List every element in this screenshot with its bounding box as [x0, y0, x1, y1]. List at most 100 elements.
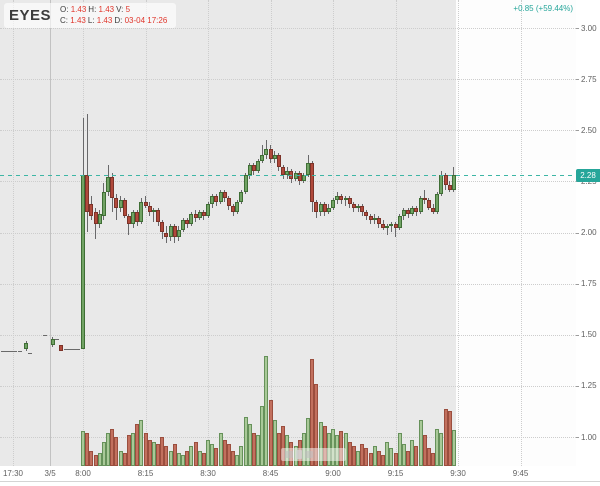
candle-body: [285, 171, 290, 176]
watermark-glyph: [296, 450, 302, 459]
volume-bar: [156, 444, 160, 466]
volume-bar: [97, 452, 102, 466]
candle-body: [393, 224, 398, 229]
candle-body: [310, 162, 315, 202]
volume-bar: [360, 444, 365, 466]
volume-bar: [414, 446, 419, 466]
volume-bar: [397, 433, 402, 466]
price-tick-mark: [576, 79, 579, 81]
candle-body: [331, 199, 335, 208]
candle-wick: [386, 224, 388, 235]
volume-bar: [160, 437, 165, 466]
volume-bar: [214, 448, 219, 466]
volume-bar: [193, 441, 198, 466]
volume-bar: [235, 455, 240, 466]
volume-bar: [231, 450, 235, 466]
candle-body: [281, 167, 285, 176]
candle-body: [239, 191, 244, 202]
time-tick-label: 3/5: [44, 469, 56, 478]
candle-body: [214, 195, 219, 202]
volume-bar: [197, 450, 202, 466]
price-tick-mark: [576, 437, 579, 438]
candle-body: [151, 210, 156, 213]
candle-body: [426, 199, 431, 208]
volume-label: V:: [116, 5, 124, 14]
volume-bar: [372, 446, 377, 466]
candle-body: [168, 226, 173, 237]
volume-bar: [281, 426, 285, 466]
candle-body: [50, 338, 55, 345]
volume-bar: [393, 452, 398, 466]
vertical-gridline: [333, 0, 334, 466]
volume-bar: [389, 448, 394, 466]
candle-body: [114, 197, 119, 208]
volume-bar: [164, 446, 169, 466]
volume-bar: [443, 408, 448, 466]
candle-wick: [128, 214, 130, 235]
volume-bar: [168, 450, 173, 466]
candle-body: [364, 212, 369, 217]
volume-bar: [451, 429, 456, 466]
candle-body: [147, 205, 152, 213]
volume-bar: [331, 428, 335, 466]
volume-bar: [418, 419, 423, 466]
volume-bar: [268, 400, 273, 466]
candle-body: [222, 191, 227, 198]
volume-bar: [143, 433, 148, 466]
price-tick-mark: [576, 385, 579, 387]
candle-body: [314, 201, 319, 213]
candle-body: [143, 201, 148, 206]
open-label: O:: [60, 5, 69, 14]
candle-body: [326, 207, 331, 213]
candle-body: [0, 351, 5, 353]
candle-body: [75, 349, 80, 351]
candle-body: [414, 207, 419, 213]
vertical-gridline: [12, 0, 14, 466]
volume-bar: [247, 424, 252, 466]
candle-body: [347, 197, 352, 204]
volume-bar: [439, 433, 444, 466]
candle-body: [372, 218, 377, 221]
candle-body: [71, 349, 76, 351]
volume-bar: [151, 441, 156, 466]
date-value: 03-04 17:26: [124, 16, 168, 25]
volume-bar: [356, 450, 360, 466]
price-axis[interactable]: 3.002.752.502.252.001.751.501.251.00: [576, 0, 600, 466]
price-tick-label: 3.00: [581, 23, 597, 33]
volume-bar: [147, 439, 152, 466]
candle-body: [293, 173, 298, 180]
candle-body: [126, 216, 131, 225]
horizontal-gridline: [0, 181, 576, 183]
vertical-gridline: [458, 0, 459, 466]
volume-bar: [447, 411, 452, 466]
candle-body: [251, 165, 256, 172]
time-axis[interactable]: 17:30 3/5 8:00 8:15 8:30 8:45 9:00 9:15 9:30 9:45: [0, 466, 600, 481]
price-tick-label: 2.00: [581, 228, 597, 237]
candle-body: [385, 226, 390, 229]
candle-body: [68, 349, 73, 351]
volume-bar: [306, 417, 310, 466]
horizontal-gridline: [0, 334, 576, 336]
candle-body: [276, 154, 281, 168]
open-value: 1.43: [70, 5, 87, 14]
current-price-line: [0, 175, 576, 177]
candle-body: [13, 351, 18, 353]
chart-canvas[interactable]: [0, 0, 577, 467]
watermark-glyph: [305, 451, 313, 458]
candle-wick: [390, 222, 392, 233]
candle-body: [422, 197, 427, 200]
candle-body: [210, 195, 215, 204]
volume-bar: [406, 450, 410, 466]
volume-bar: [93, 455, 98, 466]
candle-body: [360, 205, 365, 213]
candle-body: [406, 210, 410, 215]
volume-bar: [322, 426, 327, 466]
candle-body: [17, 351, 22, 353]
volume-bar: [276, 433, 281, 466]
volume-bar: [126, 435, 131, 466]
time-tick-label: 8:30: [200, 469, 216, 478]
volume-bar: [189, 446, 194, 466]
candle-body: [410, 207, 415, 215]
volume-bar: [172, 444, 177, 466]
price-tick-mark: [576, 283, 579, 285]
